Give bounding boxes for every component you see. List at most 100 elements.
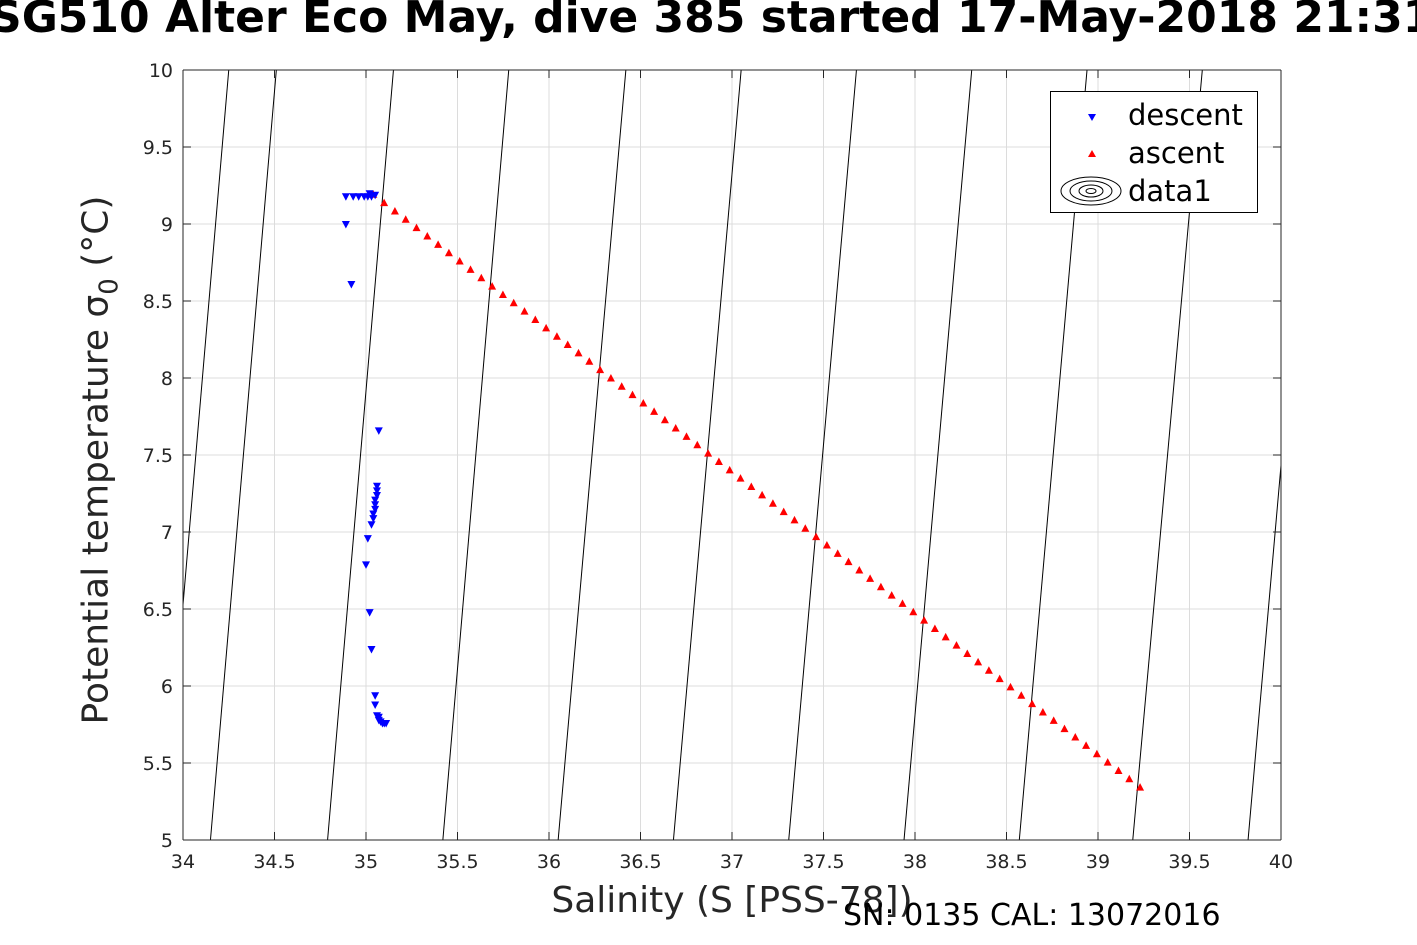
y-axis-label-text: Potential temperature σ bbox=[75, 294, 117, 725]
ascent-point bbox=[682, 432, 691, 440]
ascent-point bbox=[887, 591, 896, 599]
ascent-point bbox=[1082, 741, 1091, 749]
ascent-point bbox=[1125, 774, 1134, 783]
y-tick-label: 8.5 bbox=[143, 291, 173, 313]
contour-line-28 bbox=[442, 70, 510, 840]
ascent-point bbox=[974, 657, 983, 666]
x-tick-label: 34 bbox=[171, 851, 195, 873]
descent-point bbox=[363, 535, 372, 543]
ascent-point bbox=[812, 532, 821, 541]
ascent-point bbox=[1049, 716, 1058, 724]
y-tick-label: 5 bbox=[161, 830, 173, 852]
descent-point bbox=[354, 193, 363, 201]
ascent-point bbox=[779, 507, 788, 516]
descent-point bbox=[367, 521, 376, 529]
ascent-point bbox=[509, 298, 518, 307]
descent-point bbox=[382, 719, 391, 728]
ascent-point bbox=[844, 557, 853, 566]
descent-point bbox=[374, 713, 383, 722]
ascent-point bbox=[1114, 766, 1123, 774]
descent-point bbox=[371, 496, 380, 505]
contour-line-27-5 bbox=[327, 70, 394, 840]
x-tick-label: 36.5 bbox=[619, 851, 661, 873]
ascent-point bbox=[477, 273, 486, 282]
x-tick-label: 39.5 bbox=[1168, 851, 1210, 873]
ascent-point bbox=[876, 582, 885, 591]
descent-point bbox=[362, 561, 370, 569]
ascent-point bbox=[1092, 749, 1101, 758]
ascent-point bbox=[995, 674, 1004, 683]
descent-point bbox=[365, 609, 374, 617]
ascent-point bbox=[617, 382, 626, 390]
ascent-point bbox=[704, 449, 713, 457]
serial-calibration-note: SN: 0135 CAL: 13072016 bbox=[843, 898, 1221, 933]
contour-line-31-5 bbox=[1247, 459, 1281, 840]
ascent-point bbox=[639, 399, 648, 407]
y-tick-label: 9 bbox=[161, 214, 173, 236]
legend-marker-ascent bbox=[1088, 150, 1096, 157]
y-tick-label: 7.5 bbox=[143, 445, 173, 467]
x-tick-label: 38 bbox=[903, 851, 927, 873]
ascent-point bbox=[563, 340, 572, 349]
ascent-point bbox=[909, 607, 918, 616]
ascent-point bbox=[1071, 733, 1080, 741]
ascent-point bbox=[628, 390, 637, 399]
ascent-point bbox=[1017, 691, 1026, 699]
y-tick-label: 6 bbox=[161, 676, 173, 698]
ascent-point bbox=[455, 257, 464, 265]
descent-point bbox=[371, 692, 380, 700]
ascent-point bbox=[574, 348, 583, 357]
ascent-point bbox=[941, 632, 950, 641]
ascent-point bbox=[725, 465, 734, 474]
ascent-point bbox=[1103, 758, 1112, 766]
descent-point bbox=[341, 193, 350, 201]
descent-point bbox=[369, 510, 378, 519]
ascent-point bbox=[390, 206, 399, 215]
x-tick-label: 37 bbox=[720, 851, 744, 873]
x-tick-label: 34.5 bbox=[253, 851, 295, 873]
legend-label-data1: data1 bbox=[1128, 174, 1212, 208]
y-tick-label: 10 bbox=[149, 60, 173, 82]
ascent-point bbox=[671, 424, 680, 432]
ascent-point bbox=[380, 198, 389, 207]
legend-label-descent: descent bbox=[1128, 98, 1243, 132]
ascent-point bbox=[531, 315, 540, 324]
legend-item-data1: data1 bbox=[1051, 172, 1257, 210]
ascent-point bbox=[984, 666, 993, 674]
x-tick-label: 38.5 bbox=[985, 851, 1027, 873]
ascent-point bbox=[736, 474, 745, 482]
ascent-point bbox=[1060, 724, 1069, 733]
ascent-point bbox=[714, 457, 723, 465]
descent-point bbox=[372, 487, 381, 495]
ascent-point bbox=[412, 223, 421, 232]
ascent-point bbox=[650, 407, 659, 415]
y-tick-label: 8 bbox=[161, 368, 173, 390]
descent-point bbox=[369, 515, 378, 523]
ascent-point bbox=[585, 357, 594, 365]
ascent-point bbox=[920, 616, 929, 624]
x-tick-label: 40 bbox=[1269, 851, 1293, 873]
descent-point bbox=[371, 505, 380, 514]
y-axis-label-unit: (°C) bbox=[75, 195, 117, 267]
ascent-point bbox=[1006, 682, 1015, 691]
descent-point bbox=[374, 427, 383, 435]
ascent-point bbox=[606, 373, 615, 382]
y-tick-label: 6.5 bbox=[143, 599, 173, 621]
ascent-point bbox=[866, 574, 875, 582]
legend-label-ascent: ascent bbox=[1128, 136, 1225, 170]
ascent-point bbox=[747, 482, 756, 491]
ascent-point bbox=[444, 248, 453, 257]
descent-point bbox=[349, 193, 358, 201]
ascent-point bbox=[801, 524, 810, 532]
descent-point bbox=[371, 191, 380, 200]
chart-title: SG510 Alter Eco May, dive 385 started 17… bbox=[0, 0, 1417, 43]
y-tick-label: 9.5 bbox=[143, 137, 173, 159]
descent-point bbox=[371, 701, 380, 709]
ascent-point bbox=[660, 415, 669, 424]
ascent-point bbox=[552, 332, 561, 340]
legend: descent ascent data1 bbox=[1050, 91, 1258, 213]
descent-point bbox=[372, 482, 381, 491]
ascent-point bbox=[542, 323, 551, 332]
descent-point bbox=[347, 281, 356, 289]
ascent-point bbox=[822, 540, 831, 549]
